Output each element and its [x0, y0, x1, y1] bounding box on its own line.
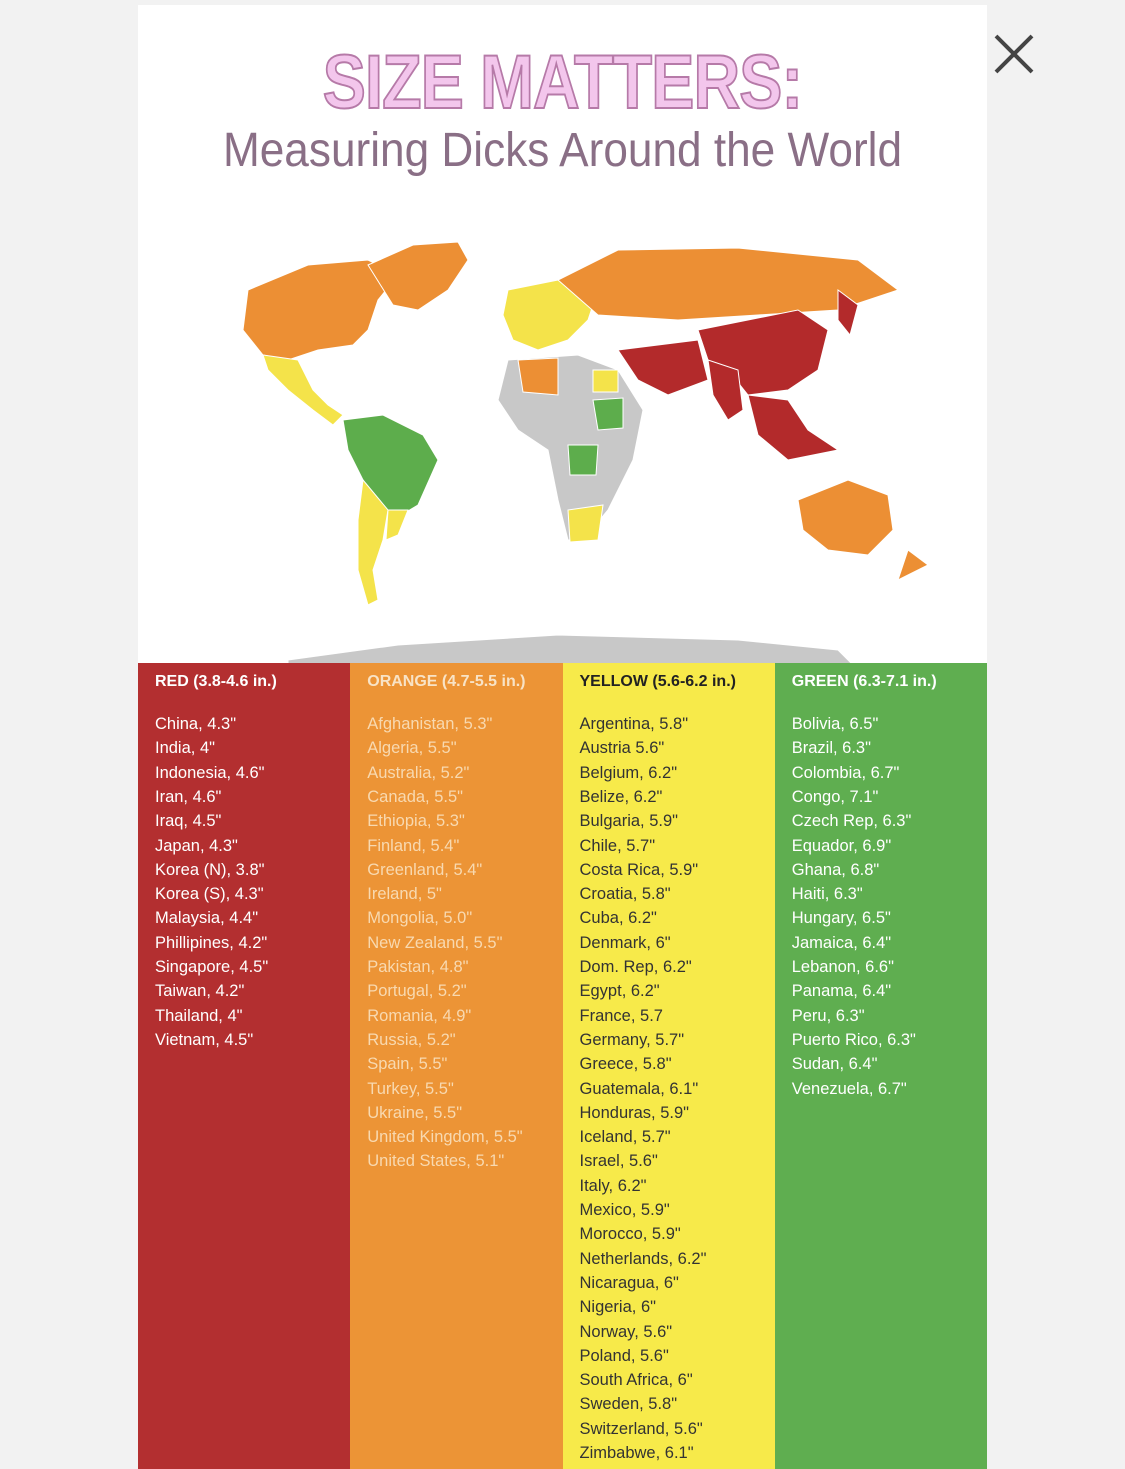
country-item: Mexico, 5.9"	[579, 1201, 670, 1219]
country-item: Denmark, 6"	[579, 933, 671, 952]
country-item: Guatemala, 6.1"	[579, 1079, 699, 1098]
country-item: Afghanistan, 5.3"	[367, 715, 493, 733]
country-item: Thailand, 4"	[155, 1006, 243, 1025]
country-item: Lebanon, 6.6"	[791, 958, 894, 976]
country-item: Poland, 5.6"	[579, 1346, 669, 1365]
country-item: Czech Rep, 6.3"	[791, 812, 912, 831]
size-column: RED (3.8-4.6 in.) China, 4.3" India, 4" Ind…	[138, 663, 351, 1469]
size-column: YELLOW (5.6-6.2 in.) Argentina, 5.8" Austr…	[562, 663, 776, 1469]
country-item: Singapore, 4.5"	[155, 958, 269, 976]
country-item: Honduras, 5.9"	[579, 1103, 690, 1122]
country-item: Haiti, 6.3"	[791, 885, 863, 904]
country-item: Nicaragua, 6"	[579, 1273, 679, 1292]
country-item: Iceland, 5.7"	[579, 1128, 671, 1147]
country-item: Italy, 6.2"	[579, 1176, 647, 1195]
country-item: Egypt, 6.2"	[579, 982, 660, 1001]
country-item: Zimbabwe, 6.1"	[579, 1444, 694, 1462]
country-item: France, 5.7	[579, 1006, 663, 1025]
country-item: Israel, 5.6"	[579, 1152, 658, 1171]
country-item: India, 4"	[155, 739, 215, 758]
country-item: Ukraine, 5.5"	[367, 1103, 463, 1122]
subtitle: Measuring Dicks Around the World	[222, 124, 903, 177]
country-item: Peru, 6.3"	[791, 1006, 865, 1025]
country-item: Malaysia, 4.4"	[155, 909, 259, 928]
country-item: Bulgaria, 5.9"	[579, 812, 679, 831]
country-item: Equador, 6.9"	[791, 836, 892, 855]
country-item: Austria 5.6"	[579, 739, 665, 758]
column-heading: GREEN (6.3-7.1 in.)	[791, 673, 937, 690]
close-icon	[994, 34, 1034, 74]
country-item: South Africa, 6"	[579, 1371, 693, 1390]
country-item: Taiwan, 4.2"	[155, 982, 245, 1001]
country-item: Puerto Rico, 6.3"	[791, 1030, 916, 1049]
country-item: Panama, 6.4"	[791, 982, 892, 1001]
country-item: Netherlands, 6.2"	[579, 1249, 707, 1268]
country-item: Korea (N), 3.8"	[155, 860, 265, 879]
column-heading: YELLOW (5.6-6.2 in.)	[579, 673, 736, 690]
country-item: United Kingdom, 5.5"	[367, 1128, 523, 1147]
country-item: Jamaica, 6.4"	[791, 933, 892, 952]
country-item: Algeria, 5.5"	[367, 739, 457, 758]
country-item: Ireland, 5"	[367, 885, 442, 904]
country-item: Romania, 4.9"	[367, 1006, 472, 1025]
country-item: Brazil, 6.3"	[791, 739, 871, 758]
country-item: Korea (S), 4.3"	[155, 885, 264, 904]
country-item: Iraq, 4.5"	[155, 812, 222, 831]
country-item: Portugal, 5.2"	[367, 982, 467, 1001]
country-item: Ethiopia, 5.3"	[367, 812, 465, 831]
country-item: Croatia, 5.8"	[579, 885, 671, 904]
country-item: Sweden, 5.8"	[579, 1395, 678, 1414]
country-item: Belgium, 6.2"	[579, 763, 678, 782]
infographic: SIZE MATTERS: Measuring Dicks Around the…	[138, 5, 987, 1469]
country-item: Turkey, 5.5"	[367, 1079, 454, 1098]
country-item: Hungary, 6.5"	[791, 909, 891, 928]
country-item: Iran, 4.6"	[155, 787, 222, 806]
country-item: Japan, 4.3"	[155, 836, 238, 855]
country-item: Ghana, 6.8"	[791, 860, 880, 879]
country-item: Switzerland, 5.6"	[579, 1419, 703, 1438]
country-item: Morocco, 5.9"	[579, 1225, 681, 1244]
country-item: Canada, 5.5"	[367, 787, 464, 806]
country-item: Chile, 5.7"	[579, 836, 656, 855]
country-item: Spain, 5.5"	[367, 1055, 448, 1074]
country-item: Argentina, 5.8"	[579, 715, 689, 733]
column-heading: ORANGE (4.7-5.5 in.)	[367, 673, 526, 690]
country-item: Colombia, 6.7"	[791, 763, 900, 782]
country-item: Belize, 6.2"	[579, 787, 663, 806]
title: SIZE MATTERS:	[322, 40, 804, 125]
country-item: Sudan, 6.4"	[791, 1055, 878, 1074]
country-item: Greenland, 5.4"	[367, 860, 483, 879]
country-item: Costa Rica, 5.9"	[579, 860, 699, 879]
country-item: Australia, 5.2"	[367, 763, 470, 782]
country-item: Phillipines, 4.2"	[155, 933, 268, 952]
column-heading: RED (3.8-4.6 in.)	[155, 673, 277, 690]
country-item: Pakistan, 4.8"	[367, 958, 469, 976]
country-item: Germany, 5.7"	[579, 1030, 685, 1049]
country-item: Greece, 5.8"	[579, 1055, 672, 1074]
country-item: Cuba, 6.2"	[579, 909, 657, 928]
country-item: Venezuela, 6.7"	[791, 1079, 907, 1098]
world-map	[242, 241, 929, 670]
country-item: Bolivia, 6.5"	[791, 715, 879, 733]
country-item: China, 4.3"	[155, 715, 237, 733]
country-item: Vietnam, 4.5"	[155, 1030, 254, 1049]
country-item: Russia, 5.2"	[367, 1030, 456, 1049]
size-column: ORANGE (4.7-5.5 in.) Afghanistan, 5.3" Alg…	[350, 663, 564, 1469]
country-item: Indonesia, 4.6"	[155, 763, 265, 782]
country-item: Mongolia, 5.0"	[367, 909, 473, 928]
country-item: United States, 5.1"	[367, 1152, 505, 1171]
country-item: Norway, 5.6"	[579, 1322, 673, 1341]
close-button[interactable]	[990, 30, 1038, 78]
size-column: GREEN (6.3-7.1 in.) Bolivia, 6.5" Brazil, …	[774, 663, 987, 1469]
country-item: Finland, 5.4"	[367, 836, 460, 855]
country-item: Nigeria, 6"	[579, 1298, 656, 1317]
country-item: Dom. Rep, 6.2"	[579, 958, 692, 976]
country-item: Congo, 7.1"	[791, 787, 879, 806]
country-item: New Zealand, 5.5"	[367, 933, 503, 952]
